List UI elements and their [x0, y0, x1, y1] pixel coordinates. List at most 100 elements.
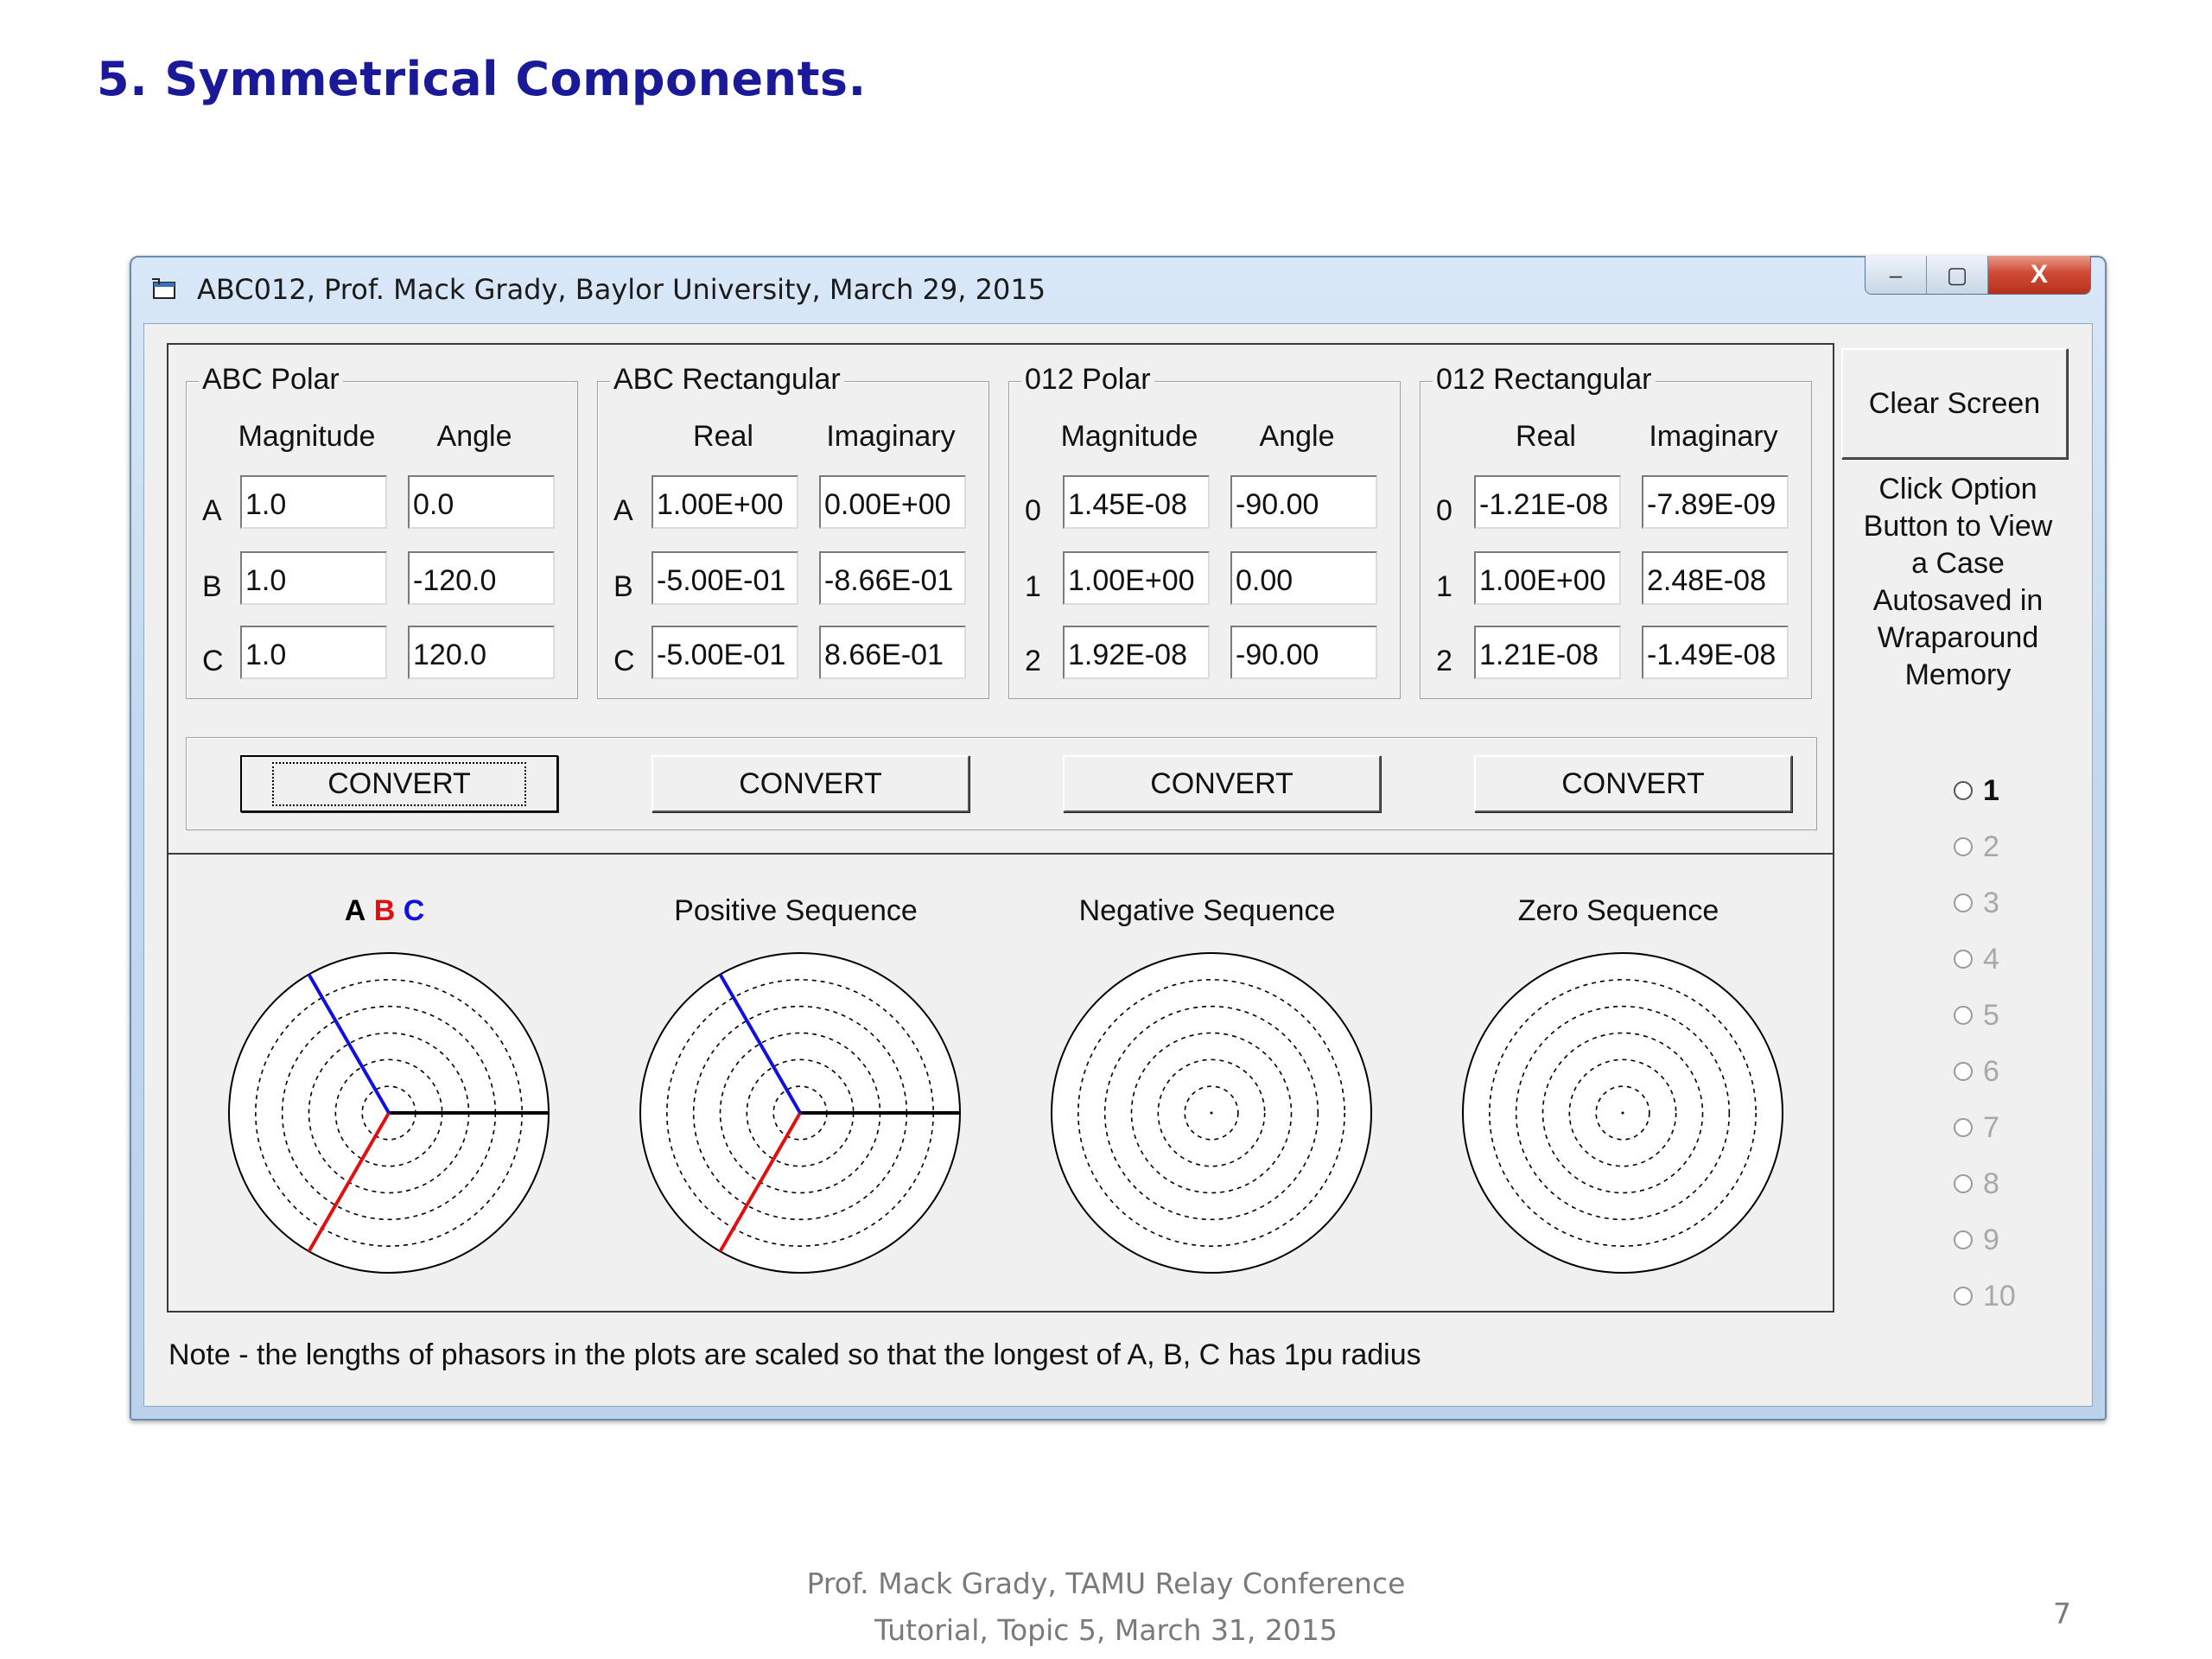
abc-polar-b-angle[interactable]	[408, 551, 555, 605]
seq-polar-2-magnitude[interactable]	[1063, 626, 1210, 679]
abc-polar-a-magnitude[interactable]	[240, 475, 387, 529]
seq-polar-1-angle[interactable]	[1230, 551, 1377, 605]
radio-icon	[1954, 781, 1973, 800]
window-title: ABC012, Prof. Mack Grady, Baylor Univers…	[197, 273, 1046, 306]
option-label: 1	[1983, 773, 1999, 807]
plot-grid-circle	[1489, 979, 1757, 1247]
case-option-9[interactable]: 9	[1954, 1223, 1999, 1257]
title-bar[interactable]: ABC012, Prof. Mack Grady, Baylor Univers…	[131, 256, 2105, 323]
case-option-8[interactable]: 8	[1954, 1166, 1999, 1201]
column-header: Magnitude	[1060, 420, 1198, 453]
abc-title-c: C	[403, 894, 425, 927]
seq-rect-2-real[interactable]	[1474, 626, 1621, 679]
column-header: Angle	[436, 420, 512, 453]
option-label: 5	[1983, 998, 1999, 1032]
convert-012-rectangular-button[interactable]: CONVERT	[1474, 755, 1792, 812]
case-option-4[interactable]: 4	[1954, 942, 1999, 976]
seq-rect-1-imaginary[interactable]	[1642, 551, 1789, 605]
clear-screen-button[interactable]: Clear Screen	[1841, 348, 2068, 459]
seq-rect-1-real[interactable]	[1474, 551, 1621, 605]
abc-polar-c-magnitude[interactable]	[240, 626, 387, 679]
zero-sequence-title: Zero Sequence	[1517, 894, 1719, 927]
radio-icon	[1954, 1174, 1973, 1193]
phasor-c1	[718, 973, 802, 1115]
minimize-button[interactable]: –	[1866, 256, 1927, 294]
case-option-7[interactable]: 7	[1954, 1110, 1999, 1145]
seq-polar-0-angle[interactable]	[1230, 475, 1377, 529]
radio-icon	[1954, 1287, 1973, 1306]
abc-title-a: A	[344, 894, 366, 927]
option-label: 6	[1983, 1054, 1999, 1088]
case-option-3[interactable]: 3	[1954, 886, 1999, 920]
button-label: CONVERT	[1150, 766, 1294, 800]
abc-phasor-plot	[228, 952, 550, 1274]
maximize-button[interactable]: ▢	[1927, 256, 1988, 294]
abc-polar-a-angle[interactable]	[408, 475, 555, 529]
case-option-2[interactable]: 2	[1954, 830, 1999, 864]
help-line: Autosaved in	[1872, 584, 2044, 617]
convert-abc-polar-button[interactable]: CONVERT	[240, 755, 558, 812]
abc-polar-c-angle[interactable]	[408, 626, 555, 679]
footer-line: Tutorial, Topic 5, March 31, 2015	[874, 1613, 1338, 1647]
help-line: Click Option	[1878, 473, 2037, 505]
help-line: a Case	[1911, 547, 2005, 580]
negative-sequence-title: Negative Sequence	[1078, 894, 1336, 927]
abc-rect-a-real[interactable]	[652, 475, 798, 529]
row-label: B	[202, 570, 222, 603]
negative-sequence-plot	[1051, 952, 1372, 1274]
plot-grid-circle	[1130, 1032, 1293, 1194]
column-header: Angle	[1259, 420, 1335, 453]
plot-grid-circle	[1157, 1058, 1266, 1167]
abc-title-b: B	[373, 894, 396, 927]
abc-rect-b-real[interactable]	[652, 551, 798, 605]
seq-polar-2-angle[interactable]	[1230, 626, 1377, 679]
column-header: Real	[693, 420, 753, 453]
abc-rect-c-real[interactable]	[652, 626, 798, 679]
abc-polar-b-magnitude[interactable]	[240, 551, 387, 605]
seq-rect-2-imaginary[interactable]	[1642, 626, 1789, 679]
row-label: 0	[1025, 494, 1041, 527]
app-icon	[152, 278, 175, 299]
button-label: CONVERT	[1561, 766, 1705, 800]
seq-rect-0-real[interactable]	[1474, 475, 1621, 529]
abc-rect-b-imaginary[interactable]	[819, 551, 966, 605]
radio-icon	[1954, 1118, 1973, 1137]
seq-rect-0-imaginary[interactable]	[1642, 475, 1789, 529]
convert-abc-rectangular-button[interactable]: CONVERT	[652, 755, 969, 812]
plot-grid-circle	[1184, 1085, 1239, 1141]
radio-icon	[1954, 950, 1973, 969]
convert-012-polar-button[interactable]: CONVERT	[1063, 755, 1381, 812]
abc-rect-a-imaginary[interactable]	[819, 475, 966, 529]
close-button[interactable]: X	[1988, 256, 2090, 294]
row-label: 2	[1436, 645, 1452, 677]
row-label: A	[202, 494, 222, 527]
footer-line: Prof. Mack Grady, TAMU Relay Conference	[806, 1567, 1406, 1600]
seq-polar-0-magnitude[interactable]	[1063, 475, 1210, 529]
positive-sequence-title: Positive Sequence	[674, 894, 918, 927]
radio-icon	[1954, 893, 1973, 912]
group-abc-rectangular: ABC Rectangular Real Imaginary A B C	[597, 363, 989, 699]
option-label: 7	[1983, 1110, 1999, 1144]
option-label: 8	[1983, 1166, 1999, 1200]
plot-center-dot	[1210, 1111, 1213, 1115]
case-option-5[interactable]: 5	[1954, 998, 1999, 1033]
window-controls: – ▢ X	[1865, 256, 2091, 295]
option-label: 4	[1983, 942, 1999, 976]
group-012-polar: 012 Polar Magnitude Angle 0 1 2	[1008, 363, 1401, 699]
frame-divider	[168, 853, 1833, 855]
row-label: A	[613, 494, 633, 527]
slide-title: 5. Symmetrical Components.	[97, 52, 867, 106]
help-line: Memory	[1904, 658, 2012, 691]
case-option-6[interactable]: 6	[1954, 1054, 1999, 1089]
group-label: ABC Polar	[199, 363, 343, 397]
app-window: ABC012, Prof. Mack Grady, Baylor Univers…	[130, 256, 2107, 1421]
case-option-1[interactable]: 1	[1954, 773, 1999, 808]
case-option-10[interactable]: 10	[1954, 1279, 2016, 1313]
row-label: 1	[1436, 570, 1452, 603]
phasor-b1	[718, 1111, 802, 1253]
row-label: 0	[1436, 494, 1452, 527]
abc-rect-c-imaginary[interactable]	[819, 626, 966, 679]
group-label: 012 Polar	[1021, 363, 1154, 397]
seq-polar-1-magnitude[interactable]	[1063, 551, 1210, 605]
zero-sequence-plot	[1462, 952, 1783, 1274]
